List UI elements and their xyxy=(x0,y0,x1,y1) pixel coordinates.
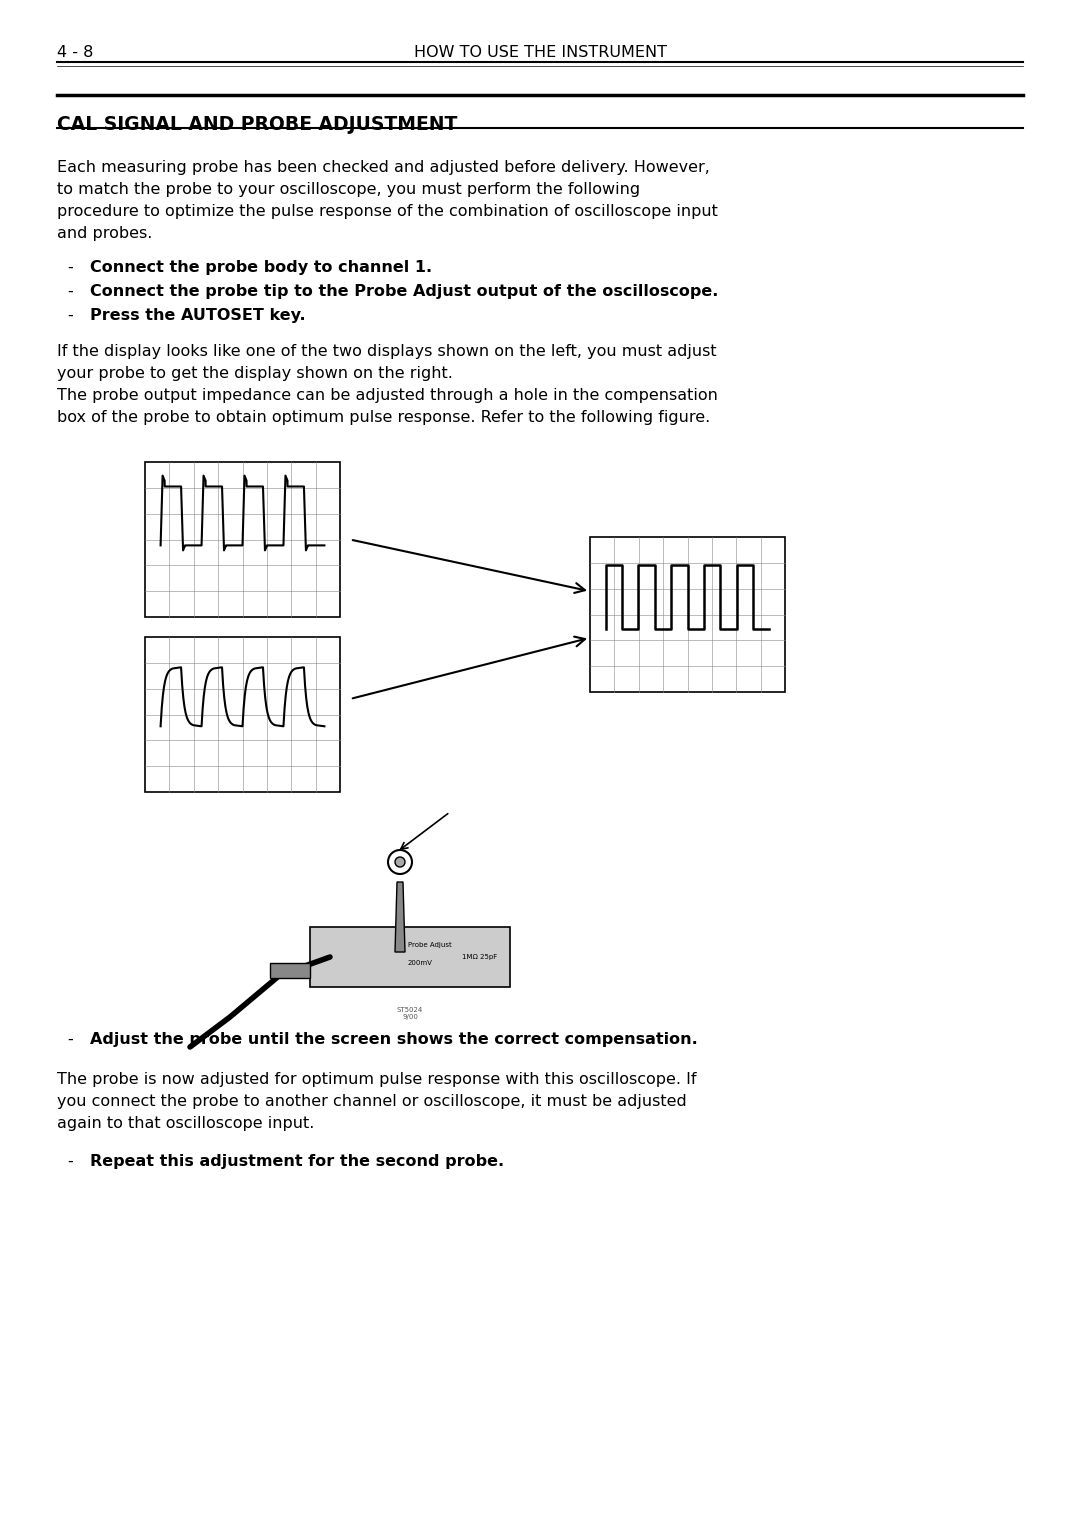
Polygon shape xyxy=(395,882,405,953)
Text: -: - xyxy=(67,284,72,300)
Text: If the display looks like one of the two displays shown on the left, you must ad: If the display looks like one of the two… xyxy=(57,344,717,359)
Bar xyxy=(145,462,340,618)
Text: you connect the probe to another channel or oscilloscope, it must be adjusted: you connect the probe to another channel… xyxy=(57,1095,687,1109)
Text: CAL SIGNAL AND PROBE ADJUSTMENT: CAL SIGNAL AND PROBE ADJUSTMENT xyxy=(57,115,457,135)
Text: to match the probe to your oscilloscope, you must perform the following: to match the probe to your oscilloscope,… xyxy=(57,182,640,197)
Text: box of the probe to obtain optimum pulse response. Refer to the following figure: box of the probe to obtain optimum pulse… xyxy=(57,410,711,425)
Text: again to that oscilloscope input.: again to that oscilloscope input. xyxy=(57,1116,314,1131)
Text: ST5024
9/00: ST5024 9/00 xyxy=(396,1008,423,1020)
Bar xyxy=(145,638,340,792)
Text: -: - xyxy=(67,260,72,275)
Text: -: - xyxy=(67,1154,72,1170)
Bar xyxy=(310,927,510,988)
Text: -: - xyxy=(67,1032,72,1047)
Text: HOW TO USE THE INSTRUMENT: HOW TO USE THE INSTRUMENT xyxy=(414,44,666,60)
Text: 4 - 8: 4 - 8 xyxy=(57,44,93,60)
Text: Connect the probe tip to the Probe Adjust output of the oscilloscope.: Connect the probe tip to the Probe Adjus… xyxy=(90,284,718,300)
Text: procedure to optimize the pulse response of the combination of oscilloscope inpu: procedure to optimize the pulse response… xyxy=(57,203,718,219)
Text: The probe output impedance can be adjusted through a hole in the compensation: The probe output impedance can be adjust… xyxy=(57,388,718,404)
Text: and probes.: and probes. xyxy=(57,226,152,242)
Text: Repeat this adjustment for the second probe.: Repeat this adjustment for the second pr… xyxy=(90,1154,504,1170)
Text: The probe is now adjusted for optimum pulse response with this oscilloscope. If: The probe is now adjusted for optimum pu… xyxy=(57,1072,697,1087)
Text: -: - xyxy=(67,307,72,323)
Text: Press the AUTOSET key.: Press the AUTOSET key. xyxy=(90,307,306,323)
Text: 1MΩ 25pF: 1MΩ 25pF xyxy=(462,954,498,960)
Text: Probe Adjust: Probe Adjust xyxy=(408,942,451,948)
Text: 200mV: 200mV xyxy=(407,960,432,966)
Text: Connect the probe body to channel 1.: Connect the probe body to channel 1. xyxy=(90,260,432,275)
Circle shape xyxy=(388,850,411,875)
Bar xyxy=(270,963,310,979)
Text: Each measuring probe has been checked and adjusted before delivery. However,: Each measuring probe has been checked an… xyxy=(57,161,710,174)
Bar xyxy=(590,537,785,693)
Text: Adjust the probe until the screen shows the correct compensation.: Adjust the probe until the screen shows … xyxy=(90,1032,698,1047)
Text: your probe to get the display shown on the right.: your probe to get the display shown on t… xyxy=(57,365,453,381)
Circle shape xyxy=(395,856,405,867)
